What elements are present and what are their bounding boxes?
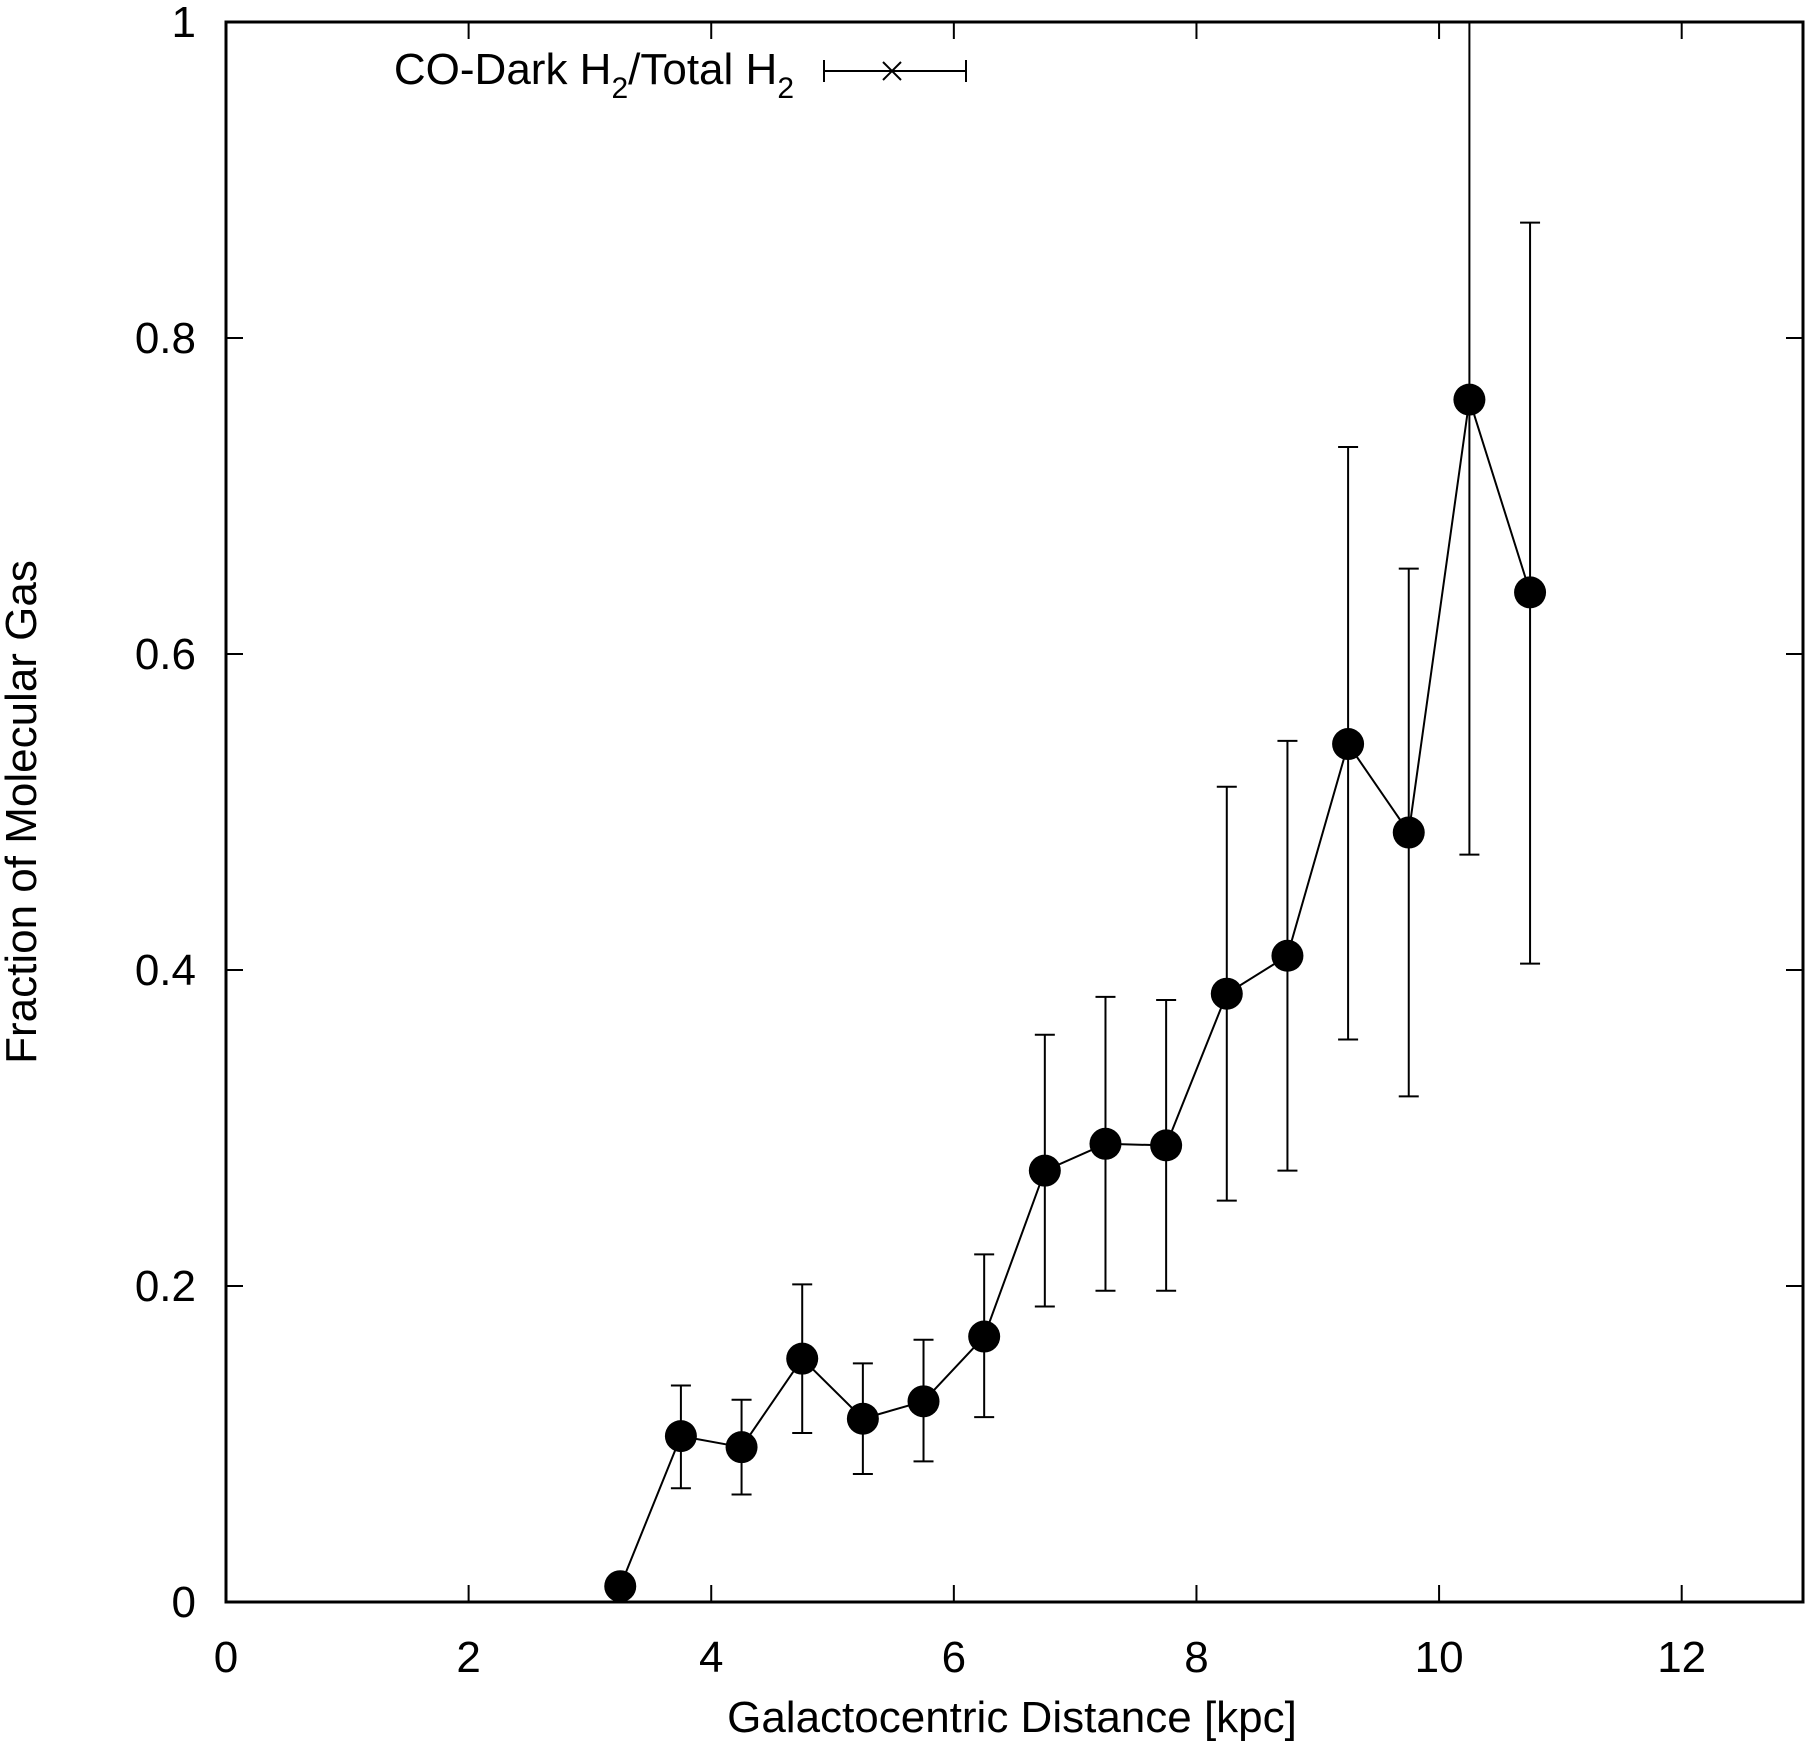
series-line: [619, 399, 1532, 1587]
legend-subscript: 2: [777, 72, 794, 105]
x-axis-label: Galactocentric Distance [kpc]: [727, 1693, 1297, 1742]
data-point: [1453, 383, 1486, 416]
data-point: [1271, 939, 1304, 972]
x-tick-label: 8: [1184, 1633, 1208, 1682]
data-point: [968, 1320, 1001, 1353]
data-point: [1210, 977, 1243, 1010]
legend: CO-Dark H2/Total H2: [394, 45, 967, 105]
data-point: [1150, 1129, 1183, 1162]
y-tick-label: 0.6: [135, 630, 196, 679]
legend-sample-cross-marker: [882, 61, 902, 81]
y-tick-labels: 0 0.2 0.4 0.6 0.8 1: [135, 0, 196, 1627]
data-point: [1514, 576, 1547, 609]
data-point: [664, 1420, 697, 1453]
legend-label: CO-Dark H2/Total H2: [394, 45, 794, 105]
y-tick-label: 0.8: [135, 314, 196, 363]
data-point: [604, 1570, 637, 1603]
y-tick-label: 0.2: [135, 1262, 196, 1311]
y-tick-label: 0.4: [135, 946, 196, 995]
x-tick-labels: 0 2 4 6 8 10 12: [214, 1633, 1706, 1682]
data-point: [1028, 1154, 1061, 1187]
x-tick-label: 4: [699, 1633, 723, 1682]
x-tick-label: 10: [1415, 1633, 1464, 1682]
y-tick-label: 0: [172, 1578, 196, 1627]
x-tick-label: 12: [1657, 1633, 1706, 1682]
x-tick-label: 2: [456, 1633, 480, 1682]
data-point: [1089, 1127, 1122, 1160]
x-tick-label: 6: [942, 1633, 966, 1682]
x-tick-label: 0: [214, 1633, 238, 1682]
data-point: [725, 1431, 758, 1464]
data-point: [1392, 816, 1425, 849]
data-point: [1332, 728, 1365, 761]
data-point: [846, 1402, 879, 1435]
y-axis-label: Fraction of Molecular Gas: [0, 560, 46, 1064]
data-point: [786, 1342, 819, 1375]
legend-subscript: 2: [611, 72, 628, 105]
data-markers: [604, 383, 1547, 1603]
plot-frame: [224, 20, 1805, 1604]
y-tick-label: 1: [172, 0, 196, 47]
data-point: [907, 1385, 940, 1418]
